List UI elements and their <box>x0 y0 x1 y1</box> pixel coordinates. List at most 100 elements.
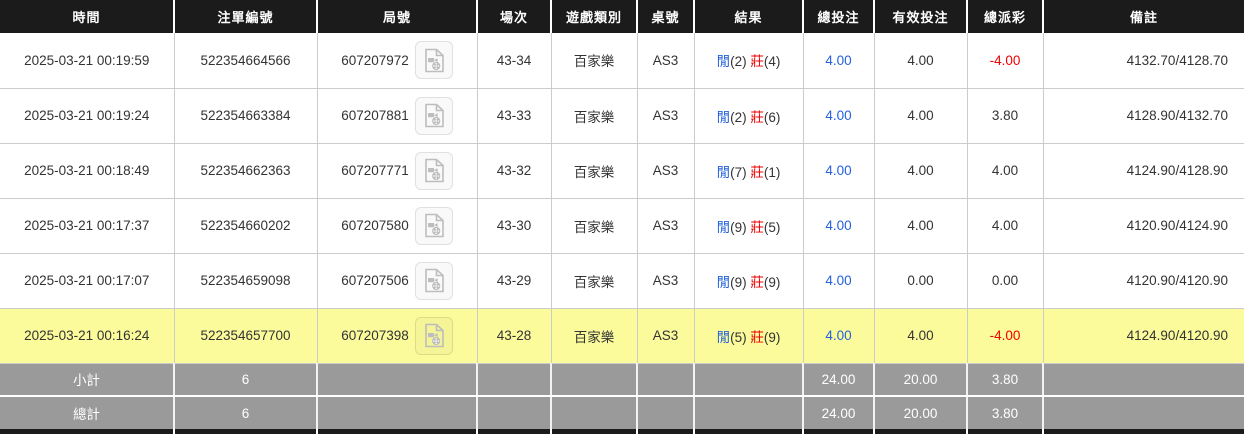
result-banker-label: 莊 <box>750 219 764 235</box>
cell-remark: 4120.90/4124.90 <box>1043 198 1244 254</box>
cell-bet-id: 522354664566 <box>174 33 318 89</box>
cell-table-no: AS3 <box>637 308 695 364</box>
total-label: 總計 <box>0 396 175 429</box>
result-player-points: (7) <box>730 164 747 180</box>
cell-total-payout: 4.00 <box>967 143 1044 199</box>
cell-time: 2025-03-21 00:19:24 <box>0 88 175 144</box>
video-replay-button[interactable] <box>414 96 453 135</box>
col-header-result: 結果 <box>694 0 804 33</box>
cell-round-id: 607207580 <box>317 198 478 254</box>
total-total-bet: 24.00 <box>803 396 875 429</box>
video-replay-icon <box>423 103 445 128</box>
video-replay-button[interactable] <box>414 316 453 355</box>
cell-game-type: 百家樂 <box>551 143 638 199</box>
cell-valid-bet: 0.00 <box>874 253 968 309</box>
result-banker-points: (6) <box>763 109 781 125</box>
result-player-points: (2) <box>730 109 747 125</box>
video-replay-icon <box>423 323 445 348</box>
cell-bet-id: 522354662363 <box>174 143 318 199</box>
video-replay-button[interactable] <box>414 206 453 245</box>
cell-time: 2025-03-21 00:17:07 <box>0 253 175 309</box>
table-row[interactable]: 2025-03-21 00:18:49 522354662363 6072077… <box>0 143 1244 199</box>
video-replay-icon <box>423 158 445 183</box>
col-header-table-no: 桌號 <box>637 0 695 33</box>
video-replay-button[interactable] <box>414 261 453 300</box>
cell-result: 閒(9) 莊(9) <box>694 253 804 309</box>
table-row[interactable]: 2025-03-21 00:16:24 522354657700 6072073… <box>0 308 1244 364</box>
cell-remark: 4124.90/4128.90 <box>1043 143 1244 199</box>
cell-total-bet: 4.00 <box>803 308 875 364</box>
cell-session: 43-30 <box>477 198 552 254</box>
round-id-text: 607207972 <box>341 52 409 68</box>
cell-total-bet: 4.00 <box>803 33 875 89</box>
cell-table-no: AS3 <box>637 33 695 89</box>
result-banker-label: 莊 <box>750 329 764 345</box>
table-header: 時間 注單編號 局號 場次 遊戲類別 桌號 結果 總投注 有效投注 總派彩 備註 <box>0 0 1244 33</box>
cell-remark: 4128.90/4132.70 <box>1043 88 1244 144</box>
cell-remark: 4120.90/4120.90 <box>1043 253 1244 309</box>
result-banker-label: 莊 <box>750 164 764 180</box>
clipped-next-header-strip <box>0 429 1244 434</box>
cell-table-no: AS3 <box>637 253 695 309</box>
round-id-text: 607207881 <box>341 108 409 123</box>
table-footer: 小計 6 24.00 20.00 3.80 總計 6 24.0 <box>0 363 1244 429</box>
col-header-round-id: 局號 <box>317 0 478 33</box>
cell-table-no: AS3 <box>637 88 695 144</box>
subtotal-total-payout: 3.80 <box>967 363 1044 397</box>
cell-round-id: 607207972 <box>317 33 478 89</box>
cell-total-payout: -4.00 <box>967 308 1044 364</box>
total-valid-bet: 20.00 <box>874 396 968 429</box>
result-banker-points: (5) <box>763 219 781 235</box>
video-replay-button[interactable] <box>414 151 453 190</box>
result-player-label: 閒 <box>716 219 731 235</box>
table-body: 2025-03-21 00:19:59 522354664566 6072079… <box>0 33 1244 364</box>
cell-session: 43-29 <box>477 253 552 309</box>
video-replay-icon <box>423 48 445 73</box>
cell-game-type: 百家樂 <box>551 33 638 89</box>
cell-valid-bet: 4.00 <box>874 143 968 199</box>
col-header-total-payout: 總派彩 <box>967 0 1044 33</box>
cell-result: 閒(7) 莊(1) <box>694 143 804 199</box>
round-id-text: 607207771 <box>341 163 409 178</box>
cell-round-id: 607207881 <box>317 88 478 144</box>
subtotal-total-bet: 24.00 <box>803 363 875 397</box>
cell-result: 閒(2) 莊(6) <box>694 88 804 144</box>
cell-game-type: 百家樂 <box>551 198 638 254</box>
result-player-label: 閒 <box>716 109 731 125</box>
cell-valid-bet: 4.00 <box>874 198 968 254</box>
table-row[interactable]: 2025-03-21 00:17:07 522354659098 6072075… <box>0 253 1244 309</box>
result-player-label: 閒 <box>716 54 731 70</box>
cell-time: 2025-03-21 00:19:59 <box>0 33 175 89</box>
cell-session: 43-34 <box>477 33 552 89</box>
cell-total-payout: 4.00 <box>967 198 1044 254</box>
total-total-payout: 3.80 <box>967 396 1044 429</box>
cell-total-payout: 3.80 <box>967 88 1044 144</box>
col-header-remark: 備註 <box>1043 0 1244 33</box>
result-player-label: 閒 <box>716 164 731 180</box>
result-banker-points: (1) <box>763 164 781 180</box>
round-id-text: 607207580 <box>341 218 409 233</box>
cell-game-type: 百家樂 <box>551 253 638 309</box>
cell-remark: 4124.90/4120.90 <box>1043 308 1244 364</box>
cell-total-bet: 4.00 <box>803 143 875 199</box>
col-header-time: 時間 <box>0 0 175 33</box>
cell-game-type: 百家樂 <box>551 88 638 144</box>
cell-round-id: 607207398 <box>317 308 478 364</box>
video-replay-button[interactable] <box>414 41 453 80</box>
table-row[interactable]: 2025-03-21 00:17:37 522354660202 6072075… <box>0 198 1244 254</box>
cell-bet-id: 522354657700 <box>174 308 318 364</box>
result-player-points: (9) <box>730 219 747 235</box>
subtotal-row: 小計 6 24.00 20.00 3.80 <box>0 363 1244 397</box>
result-banker-points: (4) <box>763 54 781 70</box>
grand-total-row: 總計 6 24.00 20.00 3.80 <box>0 396 1244 429</box>
cell-game-type: 百家樂 <box>551 308 638 364</box>
table-row[interactable]: 2025-03-21 00:19:59 522354664566 6072079… <box>0 33 1244 89</box>
cell-total-bet: 4.00 <box>803 198 875 254</box>
table-row[interactable]: 2025-03-21 00:19:24 522354663384 6072078… <box>0 88 1244 144</box>
video-replay-icon <box>423 213 445 238</box>
subtotal-label: 小計 <box>0 363 175 397</box>
cell-valid-bet: 4.00 <box>874 33 968 89</box>
subtotal-valid-bet: 20.00 <box>874 363 968 397</box>
